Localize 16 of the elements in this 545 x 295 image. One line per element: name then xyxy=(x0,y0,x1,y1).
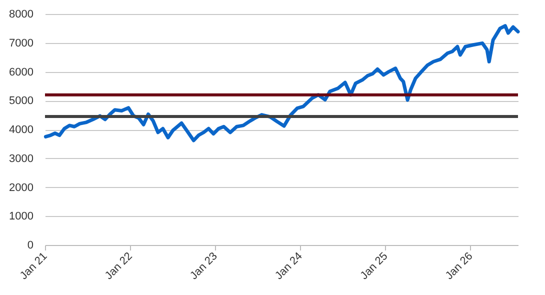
x-tick-label: Jan 26 xyxy=(443,250,476,282)
x-tick-label: Jan 22 xyxy=(102,250,135,282)
y-tick-label: 5000 xyxy=(9,95,34,108)
y-tick-label: 2000 xyxy=(9,182,34,194)
y-tick-label: 6000 xyxy=(9,66,34,78)
y-tick-label: 1000 xyxy=(9,210,34,223)
y-tick-label: 8000 xyxy=(9,8,34,20)
x-tick-label: Jan 25 xyxy=(358,250,390,282)
y-tick-label: 0 xyxy=(27,240,34,252)
line-series xyxy=(44,24,520,142)
x-tick-label: Jan 21 xyxy=(18,250,50,282)
x-tick-label: Jan 23 xyxy=(188,250,220,282)
y-tick-label: 4000 xyxy=(9,124,34,136)
x-tick-label: Jan 24 xyxy=(273,250,305,282)
y-tick-label: 3000 xyxy=(9,152,34,165)
y-tick-label: 7000 xyxy=(9,37,34,50)
